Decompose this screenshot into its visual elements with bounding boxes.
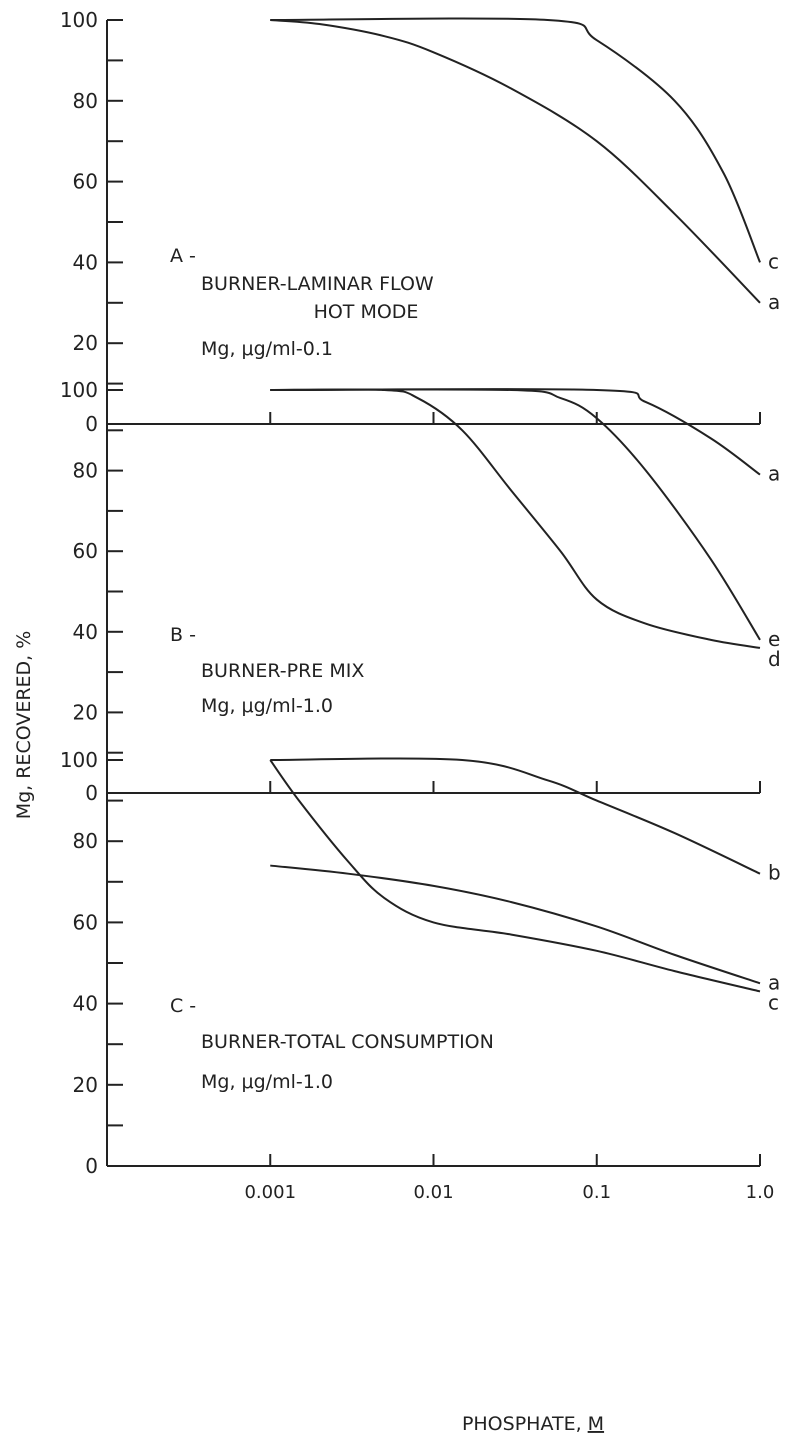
- y-tick-label: 20: [73, 1073, 98, 1097]
- y-tick-label: 100: [60, 378, 98, 402]
- panel-label: A -: [170, 245, 196, 267]
- y-tick-label: 60: [73, 170, 98, 194]
- panel-annotation: Mg, μg/ml-1.0: [201, 1071, 333, 1093]
- chart-panel-2: 0 20 40 60 80 100 B -BURNER-PRE MIX Mg, μg/ml-1…: [60, 378, 781, 805]
- series-label-a: a: [768, 970, 780, 994]
- x-tick-label: 0.001: [244, 1182, 296, 1203]
- y-tick-label: 40: [73, 992, 98, 1016]
- y-tick-label: 60: [73, 910, 98, 934]
- series-line-a: [270, 864, 761, 985]
- panel-annotation: BURNER-LAMINAR FLOW: [201, 273, 434, 295]
- panel-annotation: BURNER-PRE MIX: [201, 660, 364, 682]
- series-label-c: c: [768, 249, 779, 273]
- x-tick-label: 0.01: [413, 1182, 453, 1203]
- chart-panels: 0 20 40 60 80 100 A -BURNER-LAMINAR FLOW HOT MO…: [60, 8, 781, 1203]
- series-line-a: [270, 388, 761, 476]
- y-tick-label: 40: [73, 250, 98, 274]
- y-tick-label: 80: [73, 89, 98, 113]
- y-tick-label: 0: [85, 412, 98, 436]
- series-line-c: [270, 17, 761, 263]
- panel-annotation: Mg, μg/ml-1.0: [201, 695, 333, 717]
- series-label-b: b: [768, 861, 781, 885]
- y-tick-label: 80: [73, 459, 98, 483]
- x-axis-label-unit: M: [588, 1413, 604, 1435]
- chart-panel-3: 0 20 40 60 80 100 0.001 0.01 0.1 1.0 C -BURNER-TOT…: [60, 748, 781, 1203]
- x-tick-label: 0.1: [582, 1182, 611, 1203]
- y-tick-label: 0: [85, 1154, 98, 1178]
- y-tick-label: 0: [85, 781, 98, 805]
- series-line-a: [270, 19, 761, 304]
- y-tick-label: 100: [60, 8, 98, 32]
- y-tick-label: 80: [73, 829, 98, 853]
- series-label-c: c: [768, 990, 779, 1014]
- y-tick-label: 20: [73, 331, 98, 355]
- panel-annotation: BURNER-TOTAL CONSUMPTION: [201, 1031, 494, 1053]
- y-tick-label: 40: [73, 620, 98, 644]
- x-axis-label-text: PHOSPHATE,: [462, 1413, 588, 1435]
- y-tick-label: 20: [73, 700, 98, 724]
- series-label-d: d: [768, 647, 781, 671]
- y-tick-label: 60: [73, 539, 98, 563]
- panel-label: C -: [170, 995, 196, 1017]
- y-tick-label: 100: [60, 748, 98, 772]
- series-line-d: [270, 388, 761, 649]
- series-line-e: [270, 388, 761, 641]
- chart-panel-1: 0 20 40 60 80 100 A -BURNER-LAMINAR FLOW HOT MO…: [60, 8, 780, 436]
- series-label-a: a: [768, 462, 780, 486]
- series-label-a: a: [768, 290, 780, 314]
- panel-annotation: HOT MODE: [314, 301, 419, 323]
- series-line-b: [270, 757, 761, 875]
- panel-annotation: Mg, μg/ml-0.1: [201, 338, 333, 360]
- series-line-c: [269, 759, 761, 993]
- series-label-e: e: [768, 627, 780, 651]
- x-tick-label: 1.0: [746, 1182, 775, 1203]
- panel-label: B -: [170, 624, 196, 646]
- x-axis-label: PHOSPHATE, M: [462, 1413, 604, 1435]
- y-axis-label: Mg, RECOVERED, %: [13, 631, 35, 820]
